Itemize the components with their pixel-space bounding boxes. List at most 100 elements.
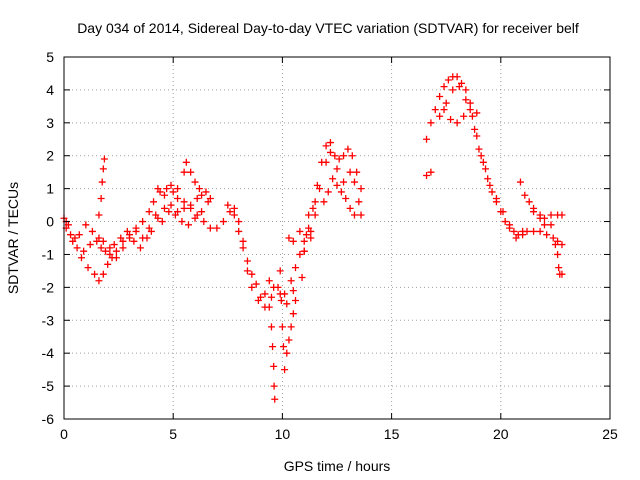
- data-point: [174, 185, 182, 193]
- data-point: [165, 208, 173, 216]
- y-tick-label: -6: [42, 411, 55, 427]
- data-point: [254, 297, 262, 305]
- data-point: [322, 142, 330, 150]
- data-point: [479, 158, 487, 166]
- data-point: [471, 125, 479, 133]
- data-point: [145, 224, 153, 232]
- y-tick-label: 4: [46, 82, 54, 98]
- y-tick-label: -2: [42, 279, 55, 295]
- data-point: [158, 218, 166, 226]
- data-point: [337, 188, 345, 196]
- data-point: [335, 155, 343, 163]
- data-point: [499, 208, 507, 216]
- data-point: [440, 83, 448, 91]
- data-point: [182, 158, 190, 166]
- data-point: [322, 158, 330, 166]
- data-point: [440, 106, 448, 114]
- data-point: [104, 260, 112, 268]
- data-point: [346, 168, 354, 176]
- data-point: [449, 86, 457, 94]
- data-point: [484, 175, 492, 183]
- data-point: [206, 195, 214, 203]
- data-point: [97, 244, 105, 252]
- data-point: [265, 277, 273, 285]
- data-point: [442, 99, 450, 107]
- data-point: [95, 234, 103, 242]
- data-point: [235, 218, 243, 226]
- data-point: [558, 270, 566, 278]
- data-point: [126, 234, 134, 242]
- data-point: [95, 277, 103, 285]
- data-point: [252, 280, 260, 288]
- data-point: [180, 168, 188, 176]
- data-point: [117, 234, 125, 242]
- data-point: [180, 198, 188, 206]
- data-point: [100, 155, 108, 163]
- data-point: [311, 211, 319, 219]
- data-point: [187, 168, 195, 176]
- y-tick-label: 2: [46, 148, 54, 164]
- data-point: [171, 211, 179, 219]
- x-tick-label: 15: [384, 426, 400, 442]
- data-point: [302, 231, 310, 239]
- data-point: [473, 132, 481, 140]
- y-tick-label: 1: [46, 181, 54, 197]
- data-point: [555, 264, 563, 272]
- data-point: [195, 185, 203, 193]
- data-point: [287, 277, 295, 285]
- data-point: [530, 227, 538, 235]
- data-point: [324, 188, 332, 196]
- data-point: [69, 237, 77, 245]
- data-point: [329, 175, 337, 183]
- data-point: [97, 195, 105, 203]
- data-point: [462, 96, 470, 104]
- y-tick-label: -5: [42, 378, 55, 394]
- data-point: [84, 264, 92, 272]
- data-point: [333, 165, 341, 173]
- data-point: [540, 221, 548, 229]
- data-point: [167, 181, 175, 189]
- data-point: [267, 323, 275, 331]
- plot-frame: [63, 56, 611, 420]
- chart-title: Day 034 of 2014, Sidereal Day-to-day VTE…: [77, 20, 579, 36]
- data-point: [145, 208, 153, 216]
- data-point: [300, 247, 308, 255]
- data-point: [98, 178, 106, 186]
- data-point: [77, 254, 85, 262]
- data-point: [206, 224, 214, 232]
- data-point: [305, 211, 313, 219]
- data-point: [230, 204, 238, 212]
- data-point: [289, 287, 297, 295]
- data-point: [473, 109, 481, 117]
- data-point: [277, 297, 285, 305]
- data-point: [99, 237, 107, 245]
- data-point: [296, 250, 304, 258]
- data-point: [160, 204, 168, 212]
- y-tick-label: 3: [46, 115, 54, 131]
- data-point: [431, 106, 439, 114]
- data-point: [348, 152, 356, 160]
- data-point: [95, 211, 103, 219]
- data-point: [174, 195, 182, 203]
- data-point: [219, 218, 227, 226]
- data-point: [279, 343, 287, 351]
- data-point: [475, 145, 483, 153]
- data-point: [547, 221, 555, 229]
- data-point: [296, 227, 304, 235]
- data-point: [154, 185, 162, 193]
- data-point: [340, 178, 348, 186]
- data-point: [178, 218, 186, 226]
- data-point: [298, 273, 306, 281]
- data-point: [261, 290, 269, 298]
- data-point: [112, 254, 120, 262]
- data-point: [119, 244, 127, 252]
- data-point: [226, 208, 234, 216]
- data-point: [530, 204, 538, 212]
- data-point: [547, 211, 555, 219]
- data-point: [278, 323, 286, 331]
- data-point: [543, 231, 551, 239]
- data-point: [106, 250, 114, 258]
- data-point: [357, 185, 365, 193]
- data-point: [525, 198, 533, 206]
- data-point: [455, 83, 463, 91]
